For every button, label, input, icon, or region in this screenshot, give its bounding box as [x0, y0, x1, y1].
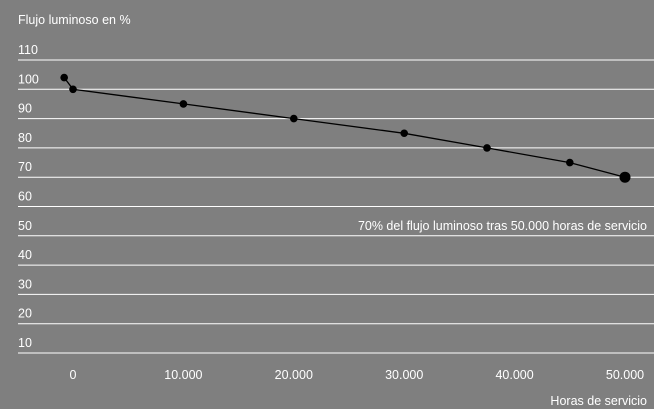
y-tick-label: 110	[18, 43, 38, 57]
y-tick-label: 30	[18, 277, 32, 291]
data-point	[60, 73, 68, 82]
x-tick-label: 10.000	[164, 368, 202, 382]
data-point	[290, 114, 298, 123]
x-tick-label: 30.000	[385, 368, 423, 382]
y-axis-label: Flujo luminoso en %	[18, 13, 131, 27]
x-tick-label: 20.000	[275, 368, 313, 382]
y-tick-label: 10	[18, 336, 32, 350]
y-tick-label: 70	[18, 160, 32, 174]
data-point	[179, 100, 188, 108]
data-point	[483, 144, 491, 152]
y-tick-label: 100	[18, 72, 39, 86]
x-tick-label: 50.000	[606, 368, 644, 382]
x-axis-label: Horas de servicio	[550, 394, 647, 408]
y-ticks: 110 100 90 80 70 60 50 40 30 20 10	[18, 43, 39, 350]
y-tick-label: 80	[18, 131, 32, 145]
x-ticks: 0 10.000 20.000 30.000 40.000 50.000	[70, 368, 645, 382]
annotations: 70% del flujo luminoso tras 50.000 horas…	[358, 219, 647, 233]
grid	[18, 59, 654, 354]
data-point	[400, 129, 409, 138]
y-tick-label: 50	[18, 219, 32, 233]
y-tick-label: 90	[18, 102, 32, 116]
x-tick-label: 40.000	[495, 368, 533, 382]
y-tick-label: 20	[18, 307, 32, 321]
y-tick-label: 40	[18, 248, 32, 262]
highlight-point	[619, 171, 631, 183]
series	[60, 73, 631, 183]
annotation: 70% del flujo luminoso tras 50.000 horas…	[358, 219, 647, 233]
data-point	[69, 85, 77, 94]
x-tick-label: 0	[70, 368, 77, 382]
data-point	[566, 158, 574, 167]
y-tick-label: 60	[18, 190, 32, 204]
series-line	[63, 77, 626, 178]
